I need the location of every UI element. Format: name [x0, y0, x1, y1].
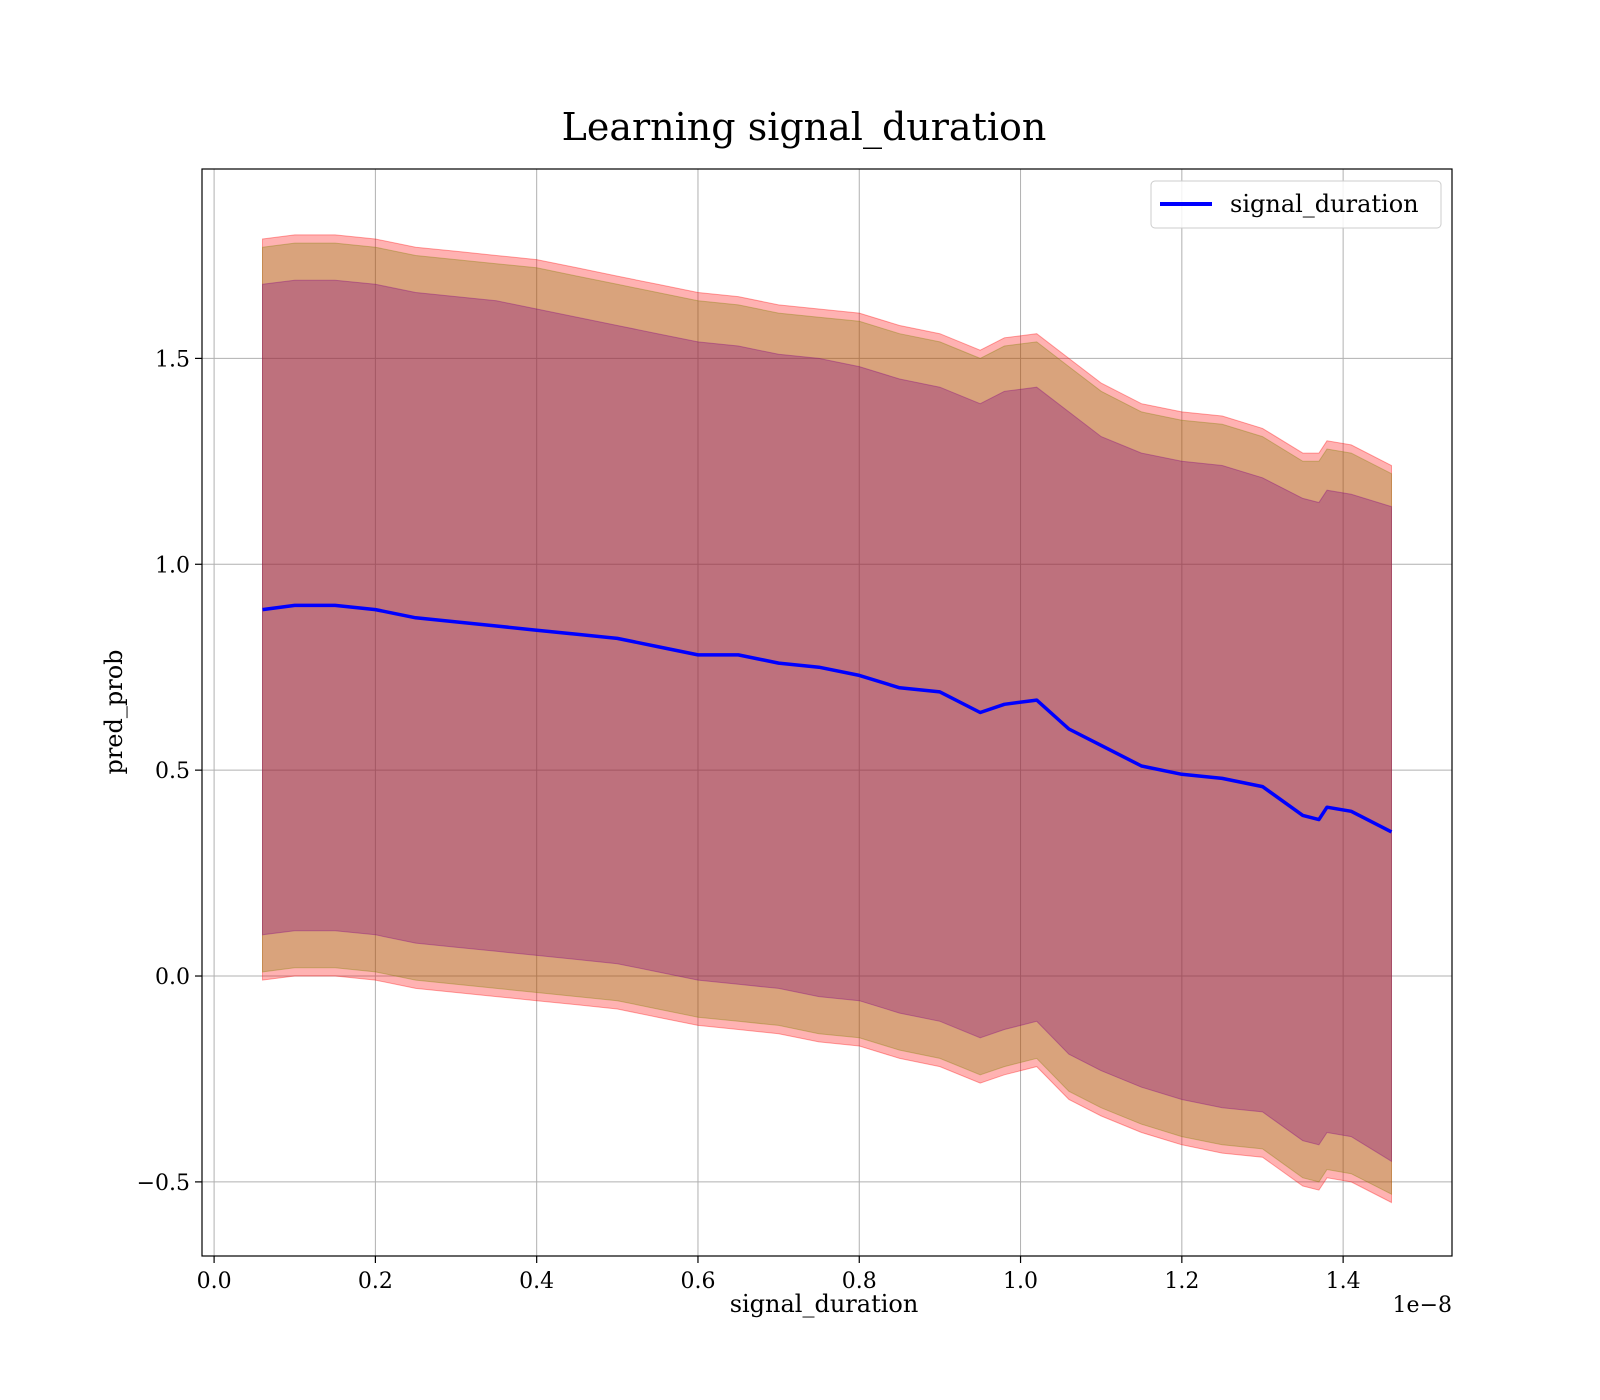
x-tick-label: 1.4: [1326, 1269, 1361, 1294]
confidence-bands: [262, 234, 1392, 1204]
y-axis-label: pred_prob: [100, 649, 128, 774]
legend-box: [1150, 180, 1442, 229]
x-tick-label: 1.0: [1003, 1269, 1038, 1294]
y-tick-label: −0.5: [137, 1171, 190, 1196]
series-line-signal-duration: [262, 603, 1393, 834]
x-axis-label: signal_duration: [730, 1290, 919, 1318]
x-tick-label: 0.2: [358, 1269, 393, 1294]
legend-label: signal_duration: [1230, 190, 1419, 218]
band-inner: [262, 279, 1392, 1163]
band-middle: [262, 242, 1392, 1196]
x-tick-label: 1.2: [1164, 1269, 1199, 1294]
chart-title: Learning signal_duration: [562, 105, 1047, 150]
y-tick-label: 1.5: [155, 347, 190, 372]
x-tick-label: 0.8: [842, 1269, 877, 1294]
plot-frame: [201, 168, 1453, 1257]
y-tick-label: 1.0: [155, 553, 190, 578]
series-lines: [262, 603, 1393, 834]
grid: [202, 169, 1452, 1256]
x-axis-ticks: 0.0 0.2 0.4 0.6 0.8 1.0 1.2 1.4: [197, 1256, 1361, 1294]
x-tick-label: 0.4: [519, 1269, 554, 1294]
band-outer: [262, 234, 1392, 1204]
x-axis-offset-text: 1e−8: [1393, 1293, 1452, 1318]
x-tick-label: 0.6: [680, 1269, 715, 1294]
y-tick-label: 0.5: [155, 759, 190, 784]
y-axis-ticks: −0.5 0.0 0.5 1.0 1.5: [137, 347, 202, 1196]
y-tick-label: 0.0: [155, 965, 190, 990]
legend: signal_duration: [1150, 180, 1442, 229]
x-tick-label: 0.0: [197, 1269, 232, 1294]
